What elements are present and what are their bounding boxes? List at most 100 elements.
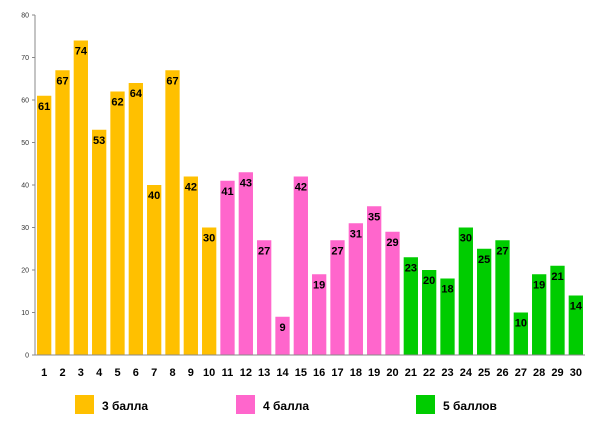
x-tick-label-7: 7 (151, 367, 157, 379)
data-label-5: 62 (111, 97, 123, 109)
x-tick-label-13: 13 (258, 367, 270, 379)
data-label-12: 43 (240, 177, 252, 189)
x-tick-label-9: 9 (188, 367, 194, 379)
x-tick-label-21: 21 (405, 367, 417, 379)
bar-1 (37, 95, 52, 355)
bar-25 (477, 248, 492, 355)
bar-27 (513, 312, 528, 355)
y-tick-label: 60 (21, 98, 29, 105)
x-tick-label-30: 30 (570, 367, 582, 379)
bar-28 (532, 274, 547, 355)
y-axis-ticks: 0 10 20 30 40 50 60 70 80 (21, 13, 35, 360)
x-tick-label-23: 23 (441, 367, 453, 379)
x-tick-label-8: 8 (169, 367, 175, 379)
x-tick-label-12: 12 (240, 367, 252, 379)
bar-23 (440, 278, 455, 355)
data-label-24: 30 (460, 233, 472, 245)
bar-5 (110, 91, 125, 355)
legend-swatch-1 (75, 395, 94, 414)
data-label-27: 10 (515, 318, 527, 330)
data-label-26: 27 (496, 245, 508, 257)
x-tick-label-19: 19 (368, 367, 380, 379)
bar-24 (458, 227, 473, 355)
bar-29 (550, 265, 565, 355)
bar-4 (92, 129, 107, 355)
x-tick-label-6: 6 (133, 367, 139, 379)
x-tick-label-25: 25 (478, 367, 490, 379)
data-label-4: 53 (93, 135, 105, 147)
x-tick-label-28: 28 (533, 367, 545, 379)
y-tick-label: 70 (21, 55, 29, 62)
bar-15 (293, 176, 308, 355)
bar-7 (147, 185, 162, 355)
y-tick-label: 10 (21, 310, 29, 317)
data-label-10: 30 (203, 233, 215, 245)
x-tick-label-4: 4 (96, 367, 103, 379)
x-tick-label-1: 1 (41, 367, 47, 379)
bar-21 (403, 257, 418, 355)
y-tick-label: 30 (21, 225, 29, 232)
bar-22 (422, 270, 437, 355)
x-tick-label-20: 20 (386, 367, 398, 379)
bar-10 (202, 227, 217, 355)
data-label-6: 64 (130, 88, 143, 100)
axes (34, 15, 585, 356)
x-tick-label-11: 11 (222, 367, 234, 379)
data-label-19: 35 (368, 211, 380, 223)
bar-17 (330, 240, 345, 355)
data-label-29: 21 (551, 271, 563, 283)
data-label-22: 20 (423, 275, 435, 287)
data-label-20: 29 (386, 237, 398, 249)
bar-16 (312, 274, 327, 355)
y-tick-label: 0 (25, 353, 29, 360)
y-tick-label: 40 (21, 183, 29, 190)
x-tick-label-14: 14 (276, 367, 289, 379)
legend-swatch-2 (236, 395, 255, 414)
data-labels: 61 67 74 53 62 64 40 67 42 30 41 43 27 9 42 19 27 31 35 29 2… (38, 46, 583, 334)
data-label-13: 27 (258, 245, 270, 257)
x-tick-label-26: 26 (496, 367, 508, 379)
x-tick-label-29: 29 (551, 367, 563, 379)
data-label-28: 19 (533, 279, 545, 291)
x-tick-label-18: 18 (350, 367, 362, 379)
bar-19 (367, 206, 382, 355)
data-label-16: 19 (313, 279, 325, 291)
x-axis-ticks: 1 2 3 4 5 6 7 8 9 10 11 12 13 14 15 16 17 18 19 20 21 22 23 24 2… (41, 367, 582, 379)
bar-26 (495, 240, 510, 355)
data-label-14: 9 (279, 322, 285, 334)
x-tick-label-10: 10 (203, 367, 215, 379)
data-label-11: 41 (221, 186, 233, 198)
data-label-15: 42 (295, 182, 307, 194)
legend-label-1: 3 балла (102, 399, 148, 413)
y-tick-label: 20 (21, 268, 29, 275)
x-tick-label-16: 16 (313, 367, 325, 379)
y-tick-label: 50 (21, 140, 29, 147)
bars (37, 40, 583, 355)
data-label-17: 27 (331, 245, 343, 257)
legend: 3 балла 4 балла 5 баллов (75, 395, 497, 414)
data-label-1: 61 (38, 101, 50, 113)
x-tick-label-17: 17 (331, 367, 343, 379)
bar-14 (275, 316, 290, 355)
bar-13 (257, 240, 272, 355)
legend-label-3: 5 баллов (443, 399, 497, 413)
x-tick-label-22: 22 (423, 367, 435, 379)
bar-2 (55, 70, 70, 355)
legend-label-2: 4 балла (263, 399, 309, 413)
data-label-25: 25 (478, 254, 490, 266)
data-label-2: 67 (56, 75, 68, 87)
bar-11 (220, 180, 235, 355)
x-tick-label-15: 15 (295, 367, 307, 379)
x-tick-label-5: 5 (114, 367, 120, 379)
bar-6 (128, 83, 143, 355)
data-label-23: 18 (441, 284, 453, 296)
bar-20 (385, 231, 400, 355)
y-tick-label: 80 (21, 13, 29, 20)
legend-swatch-3 (416, 395, 435, 414)
bar-3 (73, 40, 88, 355)
x-tick-label-3: 3 (78, 367, 84, 379)
data-label-7: 40 (148, 190, 160, 202)
data-label-8: 67 (166, 75, 178, 87)
